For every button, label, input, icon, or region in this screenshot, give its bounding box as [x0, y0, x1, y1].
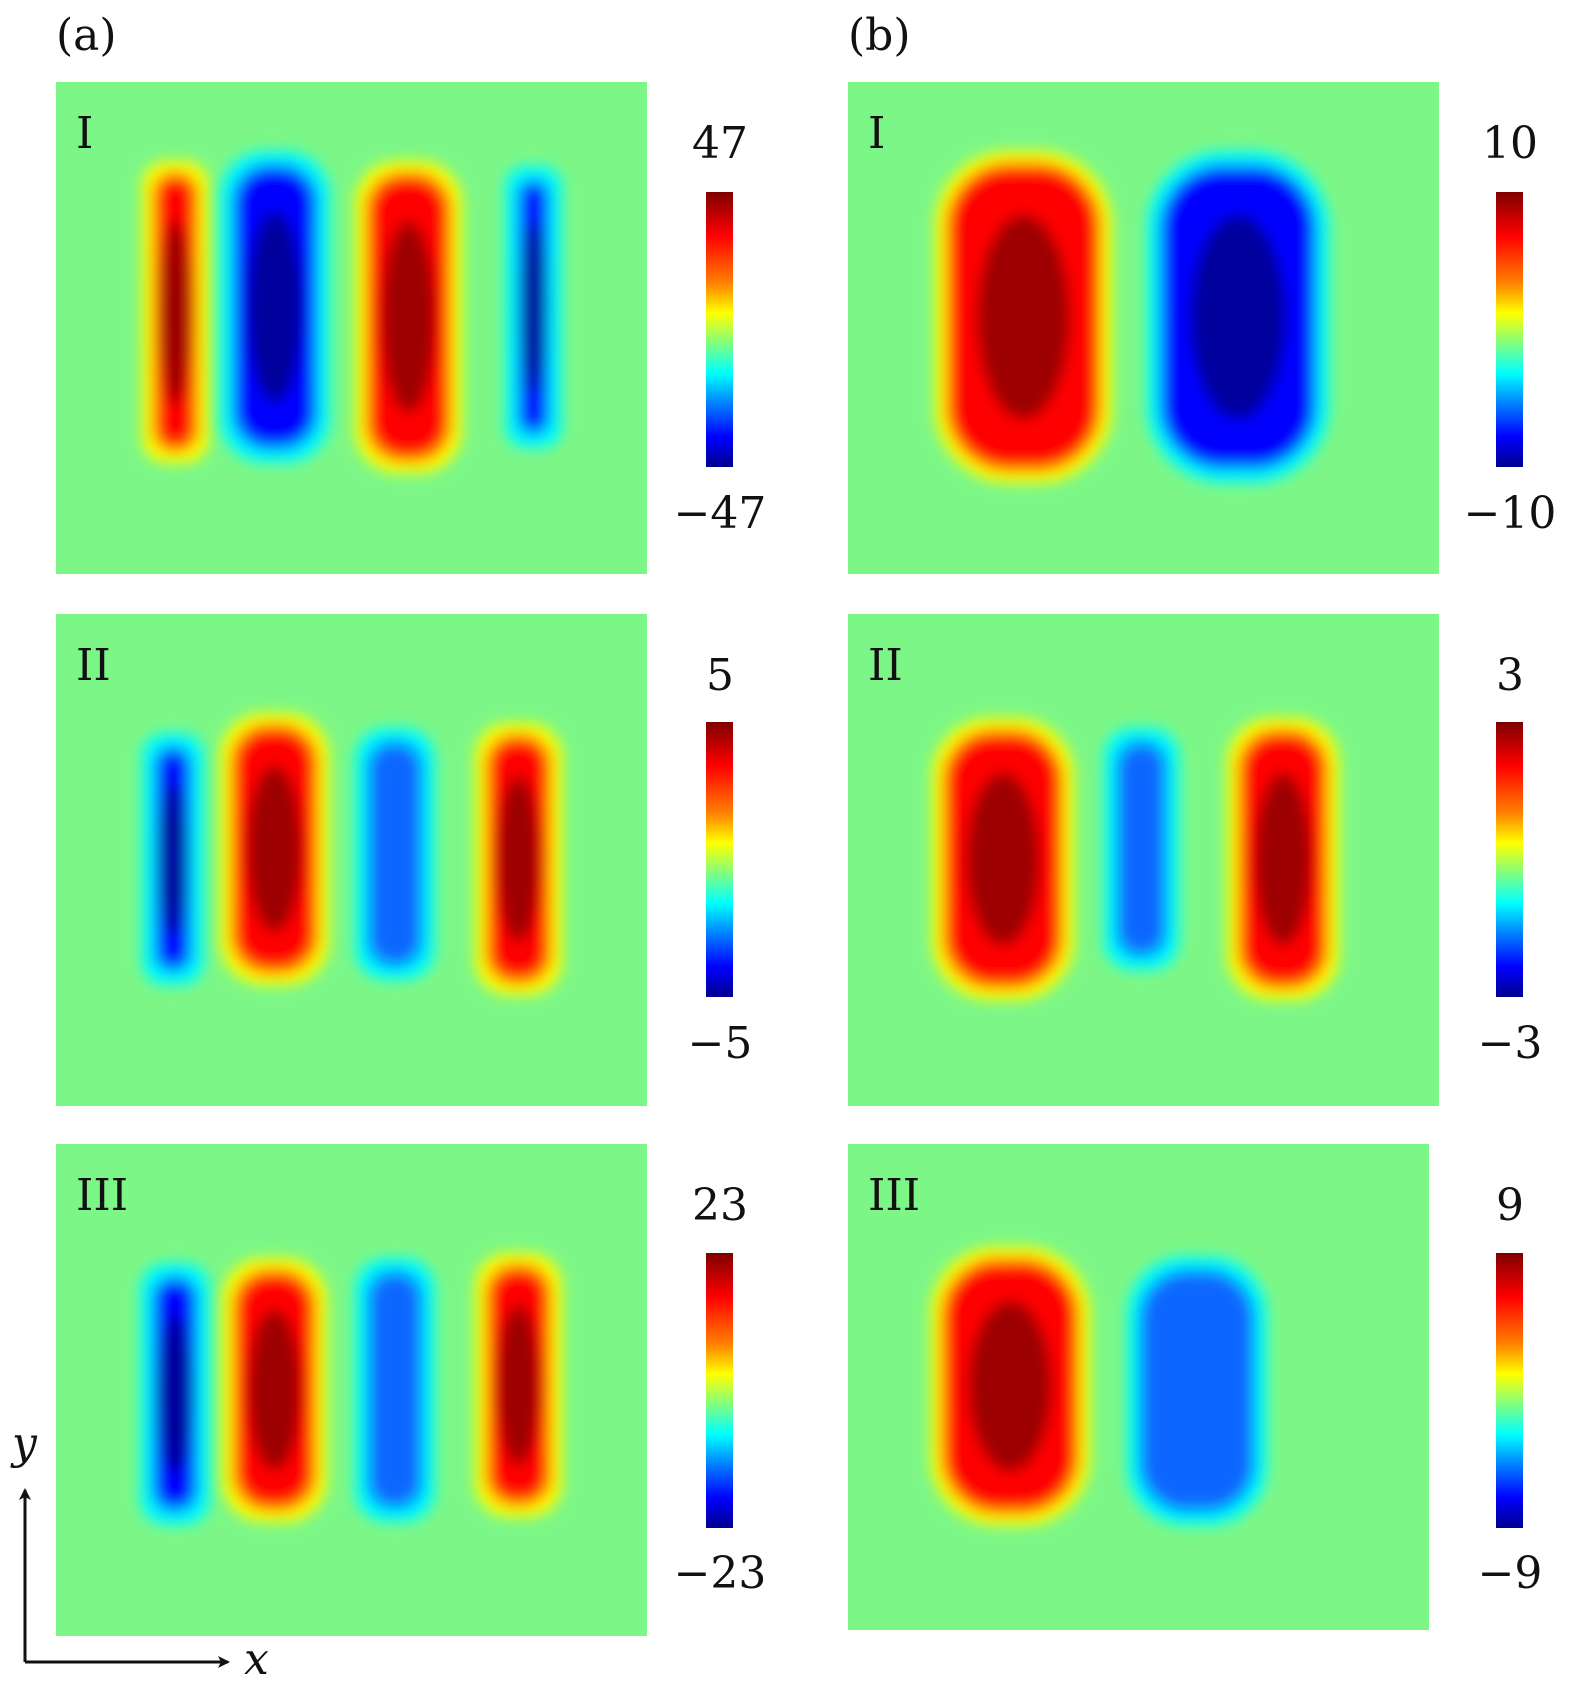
- panel-label-b-II: II: [868, 640, 903, 691]
- colorbar-min-b-I: −10: [1463, 488, 1557, 539]
- field-lobe-b-I-2: [1147, 151, 1329, 483]
- field-map-b-III: III: [848, 1144, 1429, 1630]
- panel-label-a-II: II: [76, 640, 111, 691]
- field-map-b-I: I: [848, 82, 1439, 574]
- field-lobe-a-III-4: [475, 1253, 562, 1517]
- panel-label-b-III: III: [868, 1170, 921, 1221]
- x-axis-label: x: [244, 1634, 269, 1685]
- field-lobe-b-II-3: [1227, 718, 1339, 1000]
- field-lobe-b-I-1: [935, 151, 1112, 483]
- colorbar-max-a-I: 47: [692, 118, 748, 169]
- field-lobe-b-III-1: [930, 1246, 1090, 1526]
- panel-label-b-I: I: [868, 108, 886, 159]
- field-lobe-a-II-1: [142, 733, 204, 985]
- field-lobe-a-I-4: [505, 166, 562, 448]
- field-map-b-I-image: [935, 151, 1329, 483]
- panel-label-a-III: III: [76, 1170, 129, 1221]
- field-lobe-a-II-2: [220, 713, 329, 985]
- field-map-b-III-image: [930, 1246, 1267, 1526]
- field-lobe-a-III-3: [355, 1258, 435, 1522]
- colorbar-min-a-I: −47: [673, 488, 767, 539]
- y-axis-label: y: [12, 1418, 37, 1469]
- panel-label-a-I: I: [76, 108, 94, 159]
- field-lobe-a-III-1: [140, 1263, 210, 1525]
- field-map-b-II-image: [932, 718, 1339, 1000]
- axes-indicator: [19, 1488, 230, 1668]
- colorbar-a-II: [706, 722, 733, 997]
- colorbar-a-III: [706, 1253, 733, 1528]
- colorbar-max-b-I: 10: [1482, 118, 1538, 169]
- colorbar-min-a-III: −23: [673, 1548, 767, 1599]
- column-label-b: (b): [848, 10, 911, 61]
- field-lobe-a-III-2: [222, 1258, 327, 1522]
- colorbar-b-II: [1496, 722, 1523, 997]
- field-lobe-b-II-1: [932, 718, 1074, 1000]
- field-lobe-a-I-1: [142, 161, 209, 463]
- field-map-a-II-image: [142, 713, 562, 995]
- field-map-a-III: III: [56, 1144, 647, 1636]
- colorbar-max-b-III: 9: [1496, 1180, 1524, 1231]
- field-lobe-a-II-4: [475, 723, 562, 995]
- field-lobe-a-I-3: [355, 161, 462, 473]
- colorbar-max-a-II: 5: [706, 650, 734, 701]
- colorbar-b-III: [1496, 1253, 1523, 1528]
- field-map-a-I: I: [56, 82, 647, 574]
- field-lobe-b-II-2: [1104, 728, 1179, 970]
- column-label-a: (a): [56, 10, 117, 61]
- colorbar-min-a-II: −5: [687, 1018, 753, 1069]
- field-lobe-a-I-2: [220, 151, 330, 463]
- field-lobe-a-II-3: [355, 728, 435, 980]
- field-map-a-II: II: [56, 614, 647, 1106]
- colorbar-min-b-II: −3: [1477, 1018, 1543, 1069]
- field-map-a-III-image: [140, 1253, 562, 1525]
- colorbar-a-I: [706, 192, 733, 467]
- field-lobe-b-III-2: [1127, 1256, 1267, 1526]
- colorbar-max-b-II: 3: [1496, 650, 1524, 701]
- colorbar-b-I: [1496, 192, 1523, 467]
- colorbar-min-b-III: −9: [1477, 1548, 1543, 1599]
- field-map-b-II: II: [848, 614, 1439, 1106]
- field-map-a-I-image: [142, 151, 562, 473]
- colorbar-max-a-III: 23: [692, 1180, 748, 1231]
